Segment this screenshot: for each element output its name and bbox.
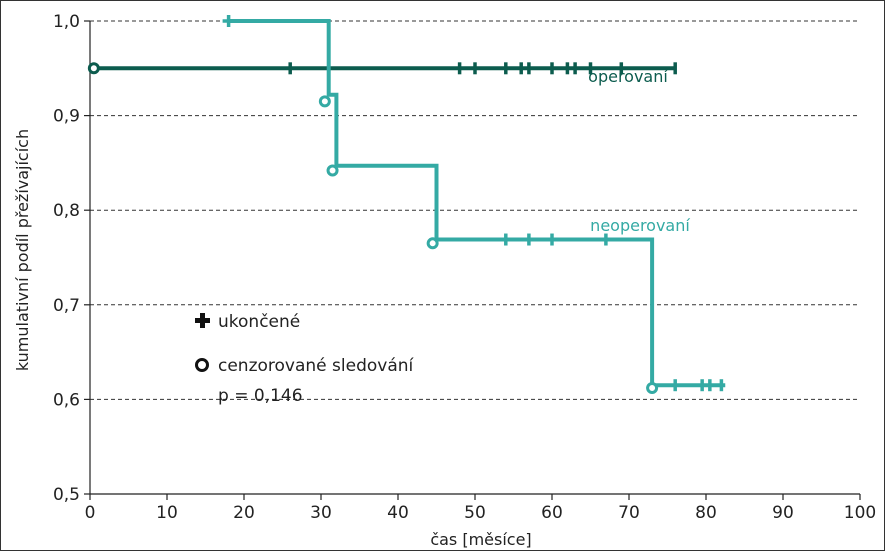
legend-label-ended: ukončené [218,312,300,332]
x-tick-label: 60 [541,503,563,523]
censored-mark [326,164,339,177]
y-tick-label: 1,0 [53,12,80,32]
legend-plus-icon [195,313,210,328]
series-group [87,15,726,395]
legend-p-value: p = 0,146 [218,386,303,406]
censored-mark [87,62,100,75]
x-tick-label: 30 [310,503,332,523]
x-tick-label: 40 [387,503,409,523]
censored-mark [646,382,659,395]
censored-mark [426,237,439,250]
series-line-1 [228,19,726,388]
legend: ukončené cenzorované sledování p = 0,146 [195,312,415,406]
x-tick-label: 50 [464,503,486,523]
y-tick-label: 0,9 [53,107,80,127]
y-tick-label: 0,8 [53,201,80,221]
x-tick-label: 70 [618,503,640,523]
legend-circle-icon [195,358,209,372]
series-label-neoperovani: neoperovaní [590,216,690,235]
y-tick-label: 0,6 [53,390,80,410]
gridlines [90,20,860,400]
y-axis-title: kumulativní podíl přežívajících [13,129,32,371]
x-tick-label: 90 [772,503,794,523]
censored-mark [318,95,331,108]
y-tick-label: 0,7 [53,296,80,316]
x-tick-label: 10 [156,503,178,523]
series-label-operovani: operovaní [588,67,668,86]
x-tick-label: 80 [695,503,717,523]
y-tick-label: 0,5 [53,485,80,505]
legend-label-censored: cenzorované sledování [218,356,415,376]
x-tick-label: 100 [844,503,876,523]
axes: 0,5 0,6 0,7 0,8 0,9 1,0 0 10 20 30 40 50 60 70 80 90 100 [53,12,876,523]
x-axis-title: čas [měsíce] [430,530,531,549]
x-tick-label: 0 [85,503,96,523]
x-tick-label: 20 [233,503,255,523]
